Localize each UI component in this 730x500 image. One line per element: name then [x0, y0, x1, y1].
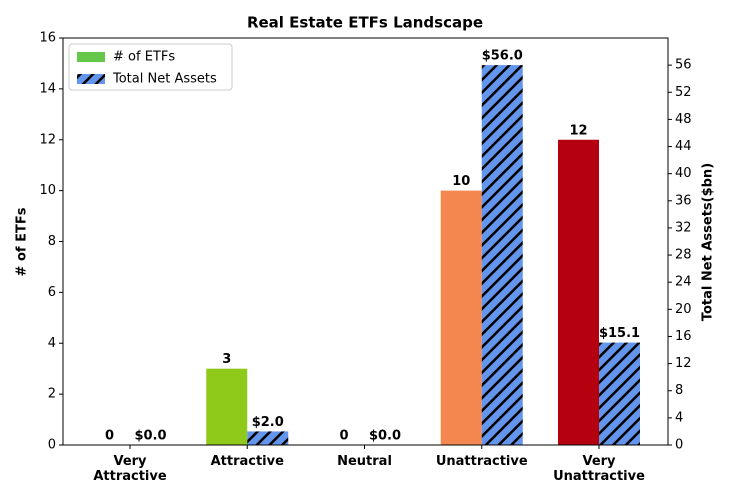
plot-frame — [62, 37, 669, 446]
value-label: $2.0 — [252, 415, 284, 430]
x-tick-label: Very Attractive — [93, 454, 167, 484]
y2-tick-label: 16 — [675, 329, 692, 344]
value-label: 12 — [569, 123, 587, 138]
y2-tick-label: 4 — [675, 410, 683, 425]
value-label: 10 — [452, 174, 470, 189]
y-tick-label: 16 — [39, 31, 56, 46]
y-tick-label: 8 — [48, 234, 56, 249]
y2-tick-label: 56 — [675, 58, 692, 73]
bar — [206, 368, 248, 445]
chart-title: Real Estate ETFs Landscape — [247, 14, 483, 32]
legend-label: # of ETFs — [113, 50, 175, 65]
y2-tick-label: 44 — [675, 139, 692, 154]
y2-tick-label: 40 — [675, 166, 692, 181]
y2-tick-label: 12 — [675, 356, 692, 371]
y-tick-label: 14 — [39, 81, 56, 96]
value-label: 3 — [222, 352, 231, 367]
value-label: $0.0 — [134, 429, 166, 444]
value-label: 0 — [339, 429, 348, 444]
y-tick-label: 12 — [39, 132, 56, 147]
y-tick-label: 2 — [48, 387, 56, 402]
legend-swatch — [77, 74, 105, 84]
bar — [599, 342, 640, 445]
y-axis-label: # of ETFs — [15, 207, 30, 276]
value-label: $0.0 — [369, 429, 401, 444]
y-tick-label: 0 — [48, 438, 56, 453]
y2-axis-label: Total Net Assets($bn) — [701, 163, 716, 321]
x-tick-label: Neutral — [337, 454, 392, 469]
y2-tick-label: 20 — [675, 302, 692, 317]
bar — [558, 139, 599, 445]
value-label: $15.1 — [599, 326, 640, 341]
legend-label: Total Net Assets — [112, 72, 217, 87]
y2-tick-label: 48 — [675, 112, 692, 127]
y2-tick-label: 36 — [675, 193, 692, 208]
value-label: 0 — [105, 429, 114, 444]
y2-tick-label: 28 — [675, 248, 692, 263]
bar — [440, 190, 482, 445]
legend-box — [68, 43, 233, 91]
y-tick-label: 4 — [48, 336, 56, 351]
y2-tick-label: 52 — [675, 85, 692, 100]
x-tick-label: Attractive — [210, 454, 284, 469]
y2-tick-label: 0 — [675, 438, 683, 453]
legend-swatch — [77, 52, 105, 62]
x-tick-label: Unattractive — [435, 454, 528, 469]
value-label: $56.0 — [482, 49, 523, 64]
y-tick-label: 6 — [48, 285, 56, 300]
y-tick-label: 10 — [39, 183, 56, 198]
y2-tick-label: 24 — [675, 275, 692, 290]
y2-tick-label: 8 — [675, 383, 683, 398]
x-tick-label: Very Unattractive — [553, 454, 645, 484]
bar — [247, 431, 289, 445]
bar — [481, 65, 523, 445]
y2-tick-label: 32 — [675, 220, 692, 235]
